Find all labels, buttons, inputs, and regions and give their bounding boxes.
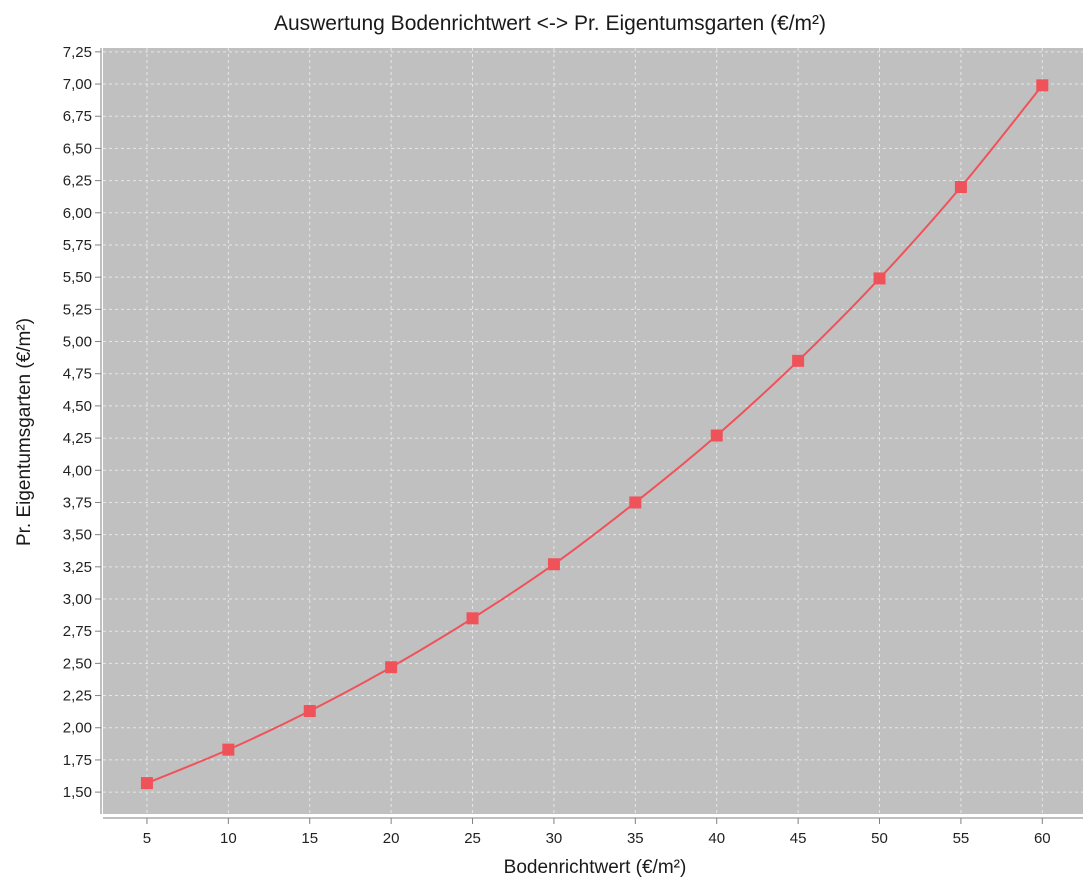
x-tick-label: 60 — [1034, 830, 1051, 847]
x-tick-label: 10 — [220, 830, 237, 847]
data-point — [792, 354, 805, 367]
y-tick-label: 2,75 — [63, 623, 92, 640]
y-tick-label: 2,50 — [63, 655, 92, 672]
data-point — [222, 743, 235, 756]
y-tick-label: 1,50 — [63, 784, 92, 801]
x-tick-label: 55 — [953, 830, 970, 847]
data-point — [140, 777, 153, 790]
x-axis-label: Bodenrichtwert (€/m²) — [504, 857, 687, 878]
x-tick-label: 50 — [871, 830, 888, 847]
data-point — [1036, 79, 1049, 92]
data-point — [710, 429, 723, 442]
y-tick-label: 4,75 — [63, 366, 92, 383]
data-point — [954, 181, 967, 194]
x-tick-label: 35 — [627, 830, 644, 847]
y-tick-label: 2,00 — [63, 720, 92, 737]
y-tick-label: 4,00 — [63, 462, 92, 479]
y-tick-label: 7,00 — [63, 76, 92, 93]
y-tick-label: 3,50 — [63, 527, 92, 544]
x-tick-label: 30 — [546, 830, 563, 847]
y-tick-label: 4,25 — [63, 430, 92, 447]
x-axis-ticks: 5 10 15 20 25 30 35 40 45 50 55 60 — [143, 818, 1051, 847]
data-point — [385, 661, 398, 674]
y-tick-label: 6,50 — [63, 140, 92, 157]
x-tick-label: 25 — [464, 830, 481, 847]
plot-area — [103, 48, 1083, 814]
y-tick-label: 6,00 — [63, 205, 92, 222]
y-tick-label: 4,50 — [63, 398, 92, 415]
data-point — [873, 272, 886, 285]
y-tick-label: 5,25 — [63, 301, 92, 318]
y-tick-label: 5,50 — [63, 269, 92, 286]
data-point — [466, 612, 479, 625]
y-tick-label: 3,75 — [63, 494, 92, 511]
y-tick-label: 7,25 — [63, 44, 92, 61]
y-axis-label: Pr. Eigentumsgarten (€/m²) — [14, 318, 35, 546]
y-tick-label: 3,25 — [63, 559, 92, 576]
y-tick-label: 3,00 — [63, 591, 92, 608]
x-tick-label: 45 — [790, 830, 807, 847]
data-point — [629, 496, 642, 509]
grid — [103, 48, 1083, 814]
series-layer — [140, 79, 1049, 790]
y-tick-label: 2,25 — [63, 688, 92, 705]
y-tick-label: 6,75 — [63, 108, 92, 125]
x-tick-label: 20 — [383, 830, 400, 847]
chart-title: Auswertung Bodenrichtwert <-> Pr. Eigent… — [274, 12, 826, 35]
y-tick-label: 5,00 — [63, 334, 92, 351]
data-point — [547, 558, 560, 571]
x-tick-label: 40 — [708, 830, 725, 847]
y-tick-label: 1,75 — [63, 752, 92, 769]
y-tick-label: 5,75 — [63, 237, 92, 254]
x-tick-label: 5 — [143, 830, 151, 847]
y-axis-ticks: 1,50 1,75 2,00 2,25 2,50 2,75 3,00 3,25 3,50 3,75… — [63, 44, 101, 801]
data-point — [303, 705, 316, 718]
y-tick-label: 6,25 — [63, 173, 92, 190]
x-tick-label: 15 — [301, 830, 318, 847]
